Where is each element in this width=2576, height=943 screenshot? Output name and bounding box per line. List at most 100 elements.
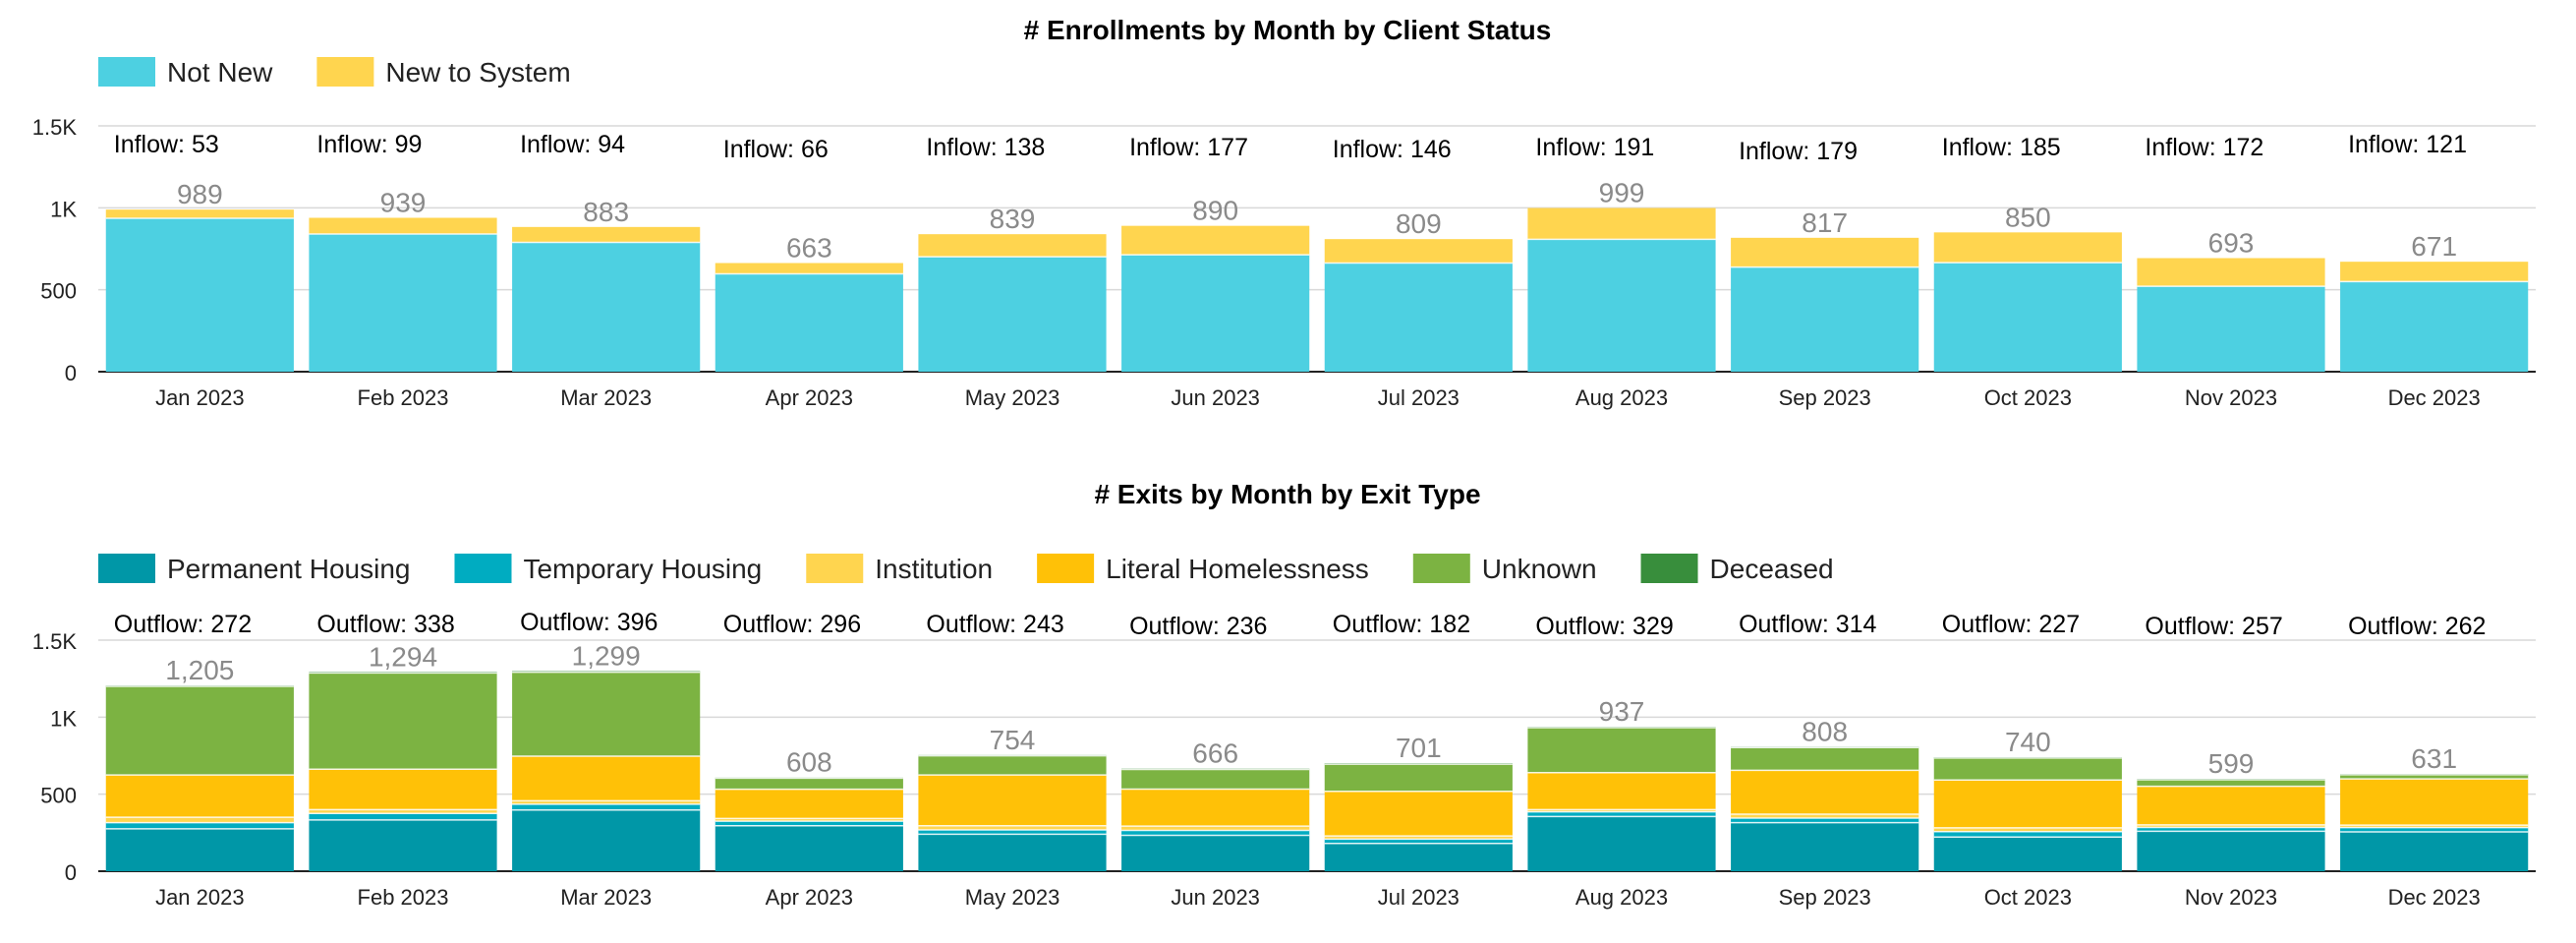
x-tick-label: May 2023: [965, 385, 1060, 410]
bar-segment: [1324, 843, 1513, 871]
bar-segment: [1731, 814, 1919, 818]
x-tick-label: Mar 2023: [560, 885, 652, 910]
flow-annotation: Outflow: 296: [723, 611, 861, 638]
flow-annotation: Outflow: 262: [2348, 613, 2486, 640]
bar-segment: [309, 809, 497, 814]
y-tick-label: 1K: [50, 197, 77, 221]
bar-total-label: 808: [1802, 716, 1848, 746]
bar-segment: [2137, 827, 2325, 832]
y-tick-label: 0: [65, 361, 77, 385]
bar-segment: [918, 830, 1107, 835]
legend-swatch: [316, 57, 374, 87]
y-tick-label: 0: [65, 860, 77, 885]
bar-total-label: 989: [177, 179, 223, 209]
bar-total-label: 631: [2411, 743, 2457, 774]
flow-annotation: Inflow: 121: [2348, 131, 2467, 158]
flow-annotation: Inflow: 66: [723, 136, 829, 163]
x-tick-label: Jul 2023: [1378, 885, 1460, 910]
legend-swatch: [98, 554, 155, 583]
bar-total-label: 850: [2005, 202, 2051, 232]
legend-label: Not New: [167, 57, 273, 88]
bar-segment: [2137, 824, 2325, 828]
legend-swatch: [1640, 554, 1698, 583]
bar-segment: [1933, 780, 2122, 828]
legend-label: Literal Homelessness: [1106, 554, 1369, 584]
flow-annotation: Inflow: 99: [316, 131, 422, 158]
bar-total-label: 839: [990, 204, 1036, 234]
bar-segment: [715, 825, 903, 871]
x-tick-label: Mar 2023: [560, 385, 652, 410]
x-tick-label: Apr 2023: [766, 385, 853, 410]
bar-total-label: 817: [1802, 207, 1848, 238]
bar-total-label: 671: [2411, 231, 2457, 262]
bar-segment: [715, 789, 903, 819]
bar-segment: [512, 672, 701, 756]
bar-segment: [1121, 769, 1310, 790]
bar-total-label: 890: [1192, 196, 1238, 226]
flow-annotation: Outflow: 227: [1942, 611, 2080, 638]
bar-segment: [2340, 832, 2529, 871]
bar-segment: [512, 809, 701, 871]
bar-segment: [2340, 774, 2529, 780]
flow-annotation: Inflow: 94: [520, 131, 625, 158]
x-tick-label: Nov 2023: [2185, 385, 2277, 410]
bar-segment: [512, 242, 701, 372]
chart-title: # Enrollments by Month by Client Status: [1024, 15, 1552, 45]
flow-annotation: Outflow: 243: [926, 611, 1063, 638]
x-tick-label: May 2023: [965, 885, 1060, 910]
x-tick-label: Apr 2023: [766, 885, 853, 910]
x-tick-label: Feb 2023: [358, 885, 449, 910]
bar-segment: [1527, 239, 1716, 372]
bar-segment: [309, 769, 497, 810]
legend-label: New to System: [385, 57, 570, 88]
legend-label: Deceased: [1710, 554, 1834, 584]
x-tick-label: Oct 2023: [1984, 385, 2072, 410]
bar-segment: [2340, 779, 2529, 826]
bar-segment: [918, 257, 1107, 372]
bar-segment: [105, 822, 294, 829]
flow-annotation: Outflow: 338: [316, 611, 454, 638]
bar-total-label: 1,294: [369, 641, 437, 672]
x-tick-label: Oct 2023: [1984, 885, 2072, 910]
bar-segment: [1527, 727, 1716, 773]
chart-title: # Exits by Month by Exit Type: [1094, 479, 1480, 509]
flow-annotation: Inflow: 146: [1333, 136, 1452, 163]
legend-swatch: [806, 554, 864, 583]
bar-total-label: 1,205: [165, 655, 234, 685]
bar-segment: [1324, 836, 1513, 840]
bar-total-label: 999: [1599, 178, 1645, 208]
bar-total-label: 937: [1599, 696, 1645, 727]
bar-total-label: 883: [583, 197, 629, 227]
bar-segment: [715, 818, 903, 822]
x-tick-label: Jul 2023: [1378, 385, 1460, 410]
bar-segment: [1527, 772, 1716, 810]
bar-segment: [1731, 817, 1919, 823]
x-tick-label: Nov 2023: [2185, 885, 2277, 910]
y-tick-label: 500: [40, 279, 77, 304]
flow-annotation: Inflow: 177: [1129, 134, 1248, 161]
bar-segment: [105, 775, 294, 818]
bar-segment: [715, 263, 903, 274]
flow-annotation: Outflow: 182: [1333, 611, 1470, 638]
bar-segment: [309, 673, 497, 770]
flow-annotation: Inflow: 191: [1535, 134, 1654, 161]
bar-segment: [2137, 786, 2325, 825]
bar-segment: [715, 273, 903, 372]
bar-total-label: 754: [990, 725, 1036, 755]
flow-annotation: Inflow: 53: [114, 131, 219, 158]
bar-total-label: 939: [380, 188, 427, 218]
bar-segment: [1731, 237, 1919, 267]
bar-total-label: 693: [2208, 228, 2255, 259]
flow-annotation: Outflow: 396: [520, 609, 658, 636]
bar-segment: [309, 813, 497, 820]
bar-total-label: 740: [2005, 727, 2051, 757]
bar-segment: [918, 234, 1107, 258]
bar-segment: [1121, 830, 1310, 836]
bar-segment: [918, 755, 1107, 776]
bar-segment: [1527, 816, 1716, 871]
bar-segment: [918, 834, 1107, 871]
x-tick-label: Jan 2023: [155, 385, 245, 410]
bar-segment: [1527, 809, 1716, 812]
bar-segment: [512, 755, 701, 801]
